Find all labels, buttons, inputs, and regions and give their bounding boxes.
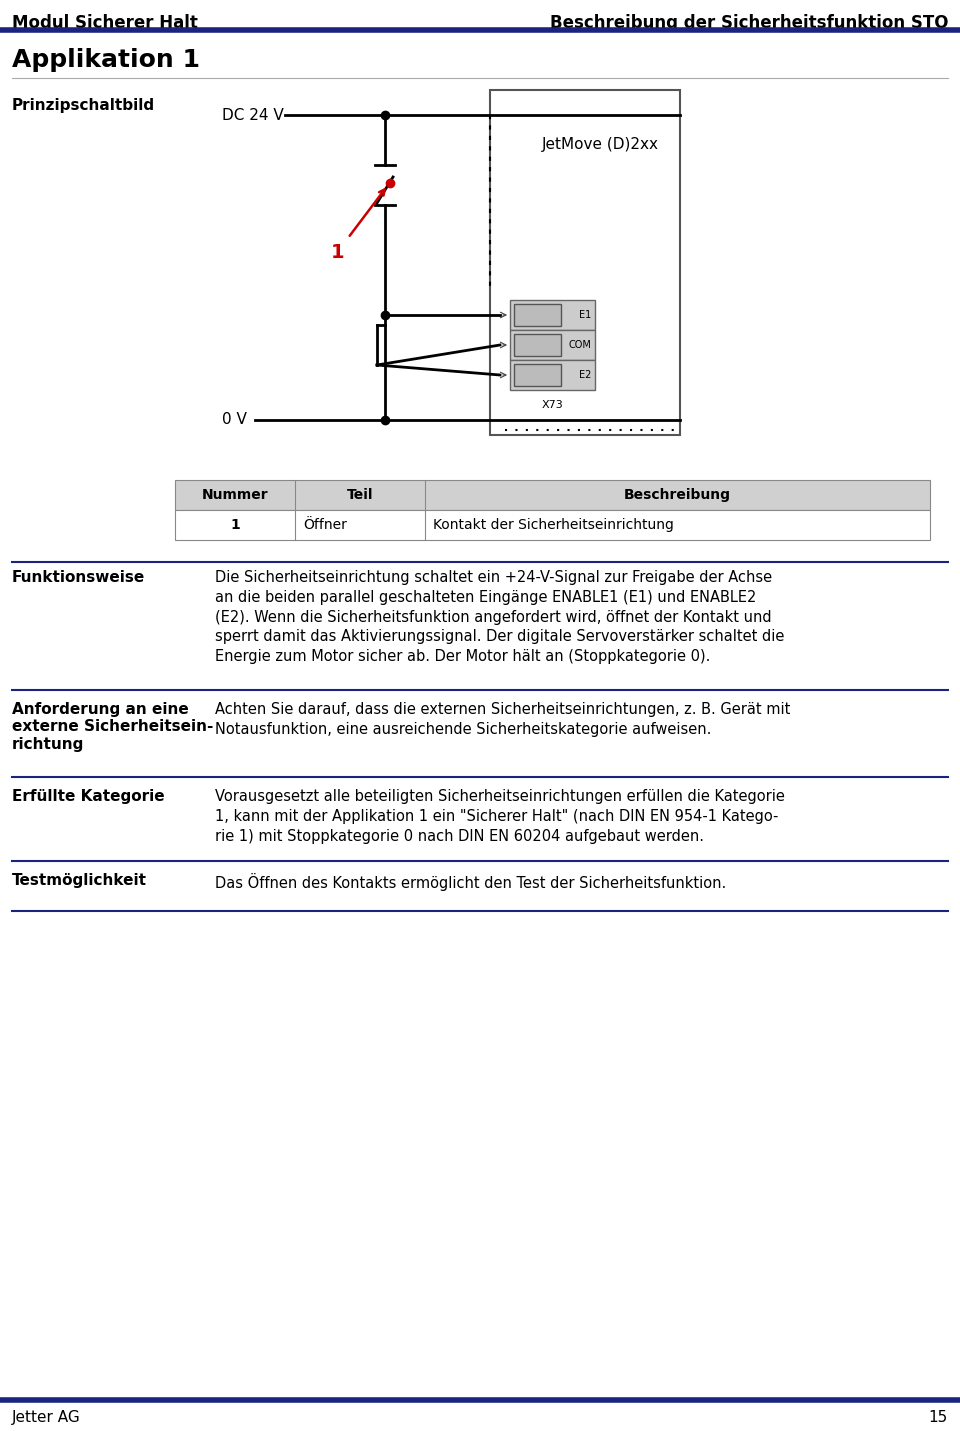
Text: JetMove (D)2xx: JetMove (D)2xx — [541, 137, 659, 153]
Bar — [514, 363, 561, 386]
Text: X73: X73 — [541, 401, 564, 411]
Text: Das Öffnen des Kontakts ermöglicht den Test der Sicherheitsfunktion.: Das Öffnen des Kontakts ermöglicht den T… — [215, 873, 727, 892]
Text: Beschreibung: Beschreibung — [624, 488, 731, 502]
Text: Jetter AG: Jetter AG — [12, 1410, 81, 1425]
Text: Vorausgesetzt alle beteiligten Sicherheitseinrichtungen erfüllen die Kategorie
1: Vorausgesetzt alle beteiligten Sicherhei… — [215, 788, 785, 844]
Text: Prinzipschaltbild: Prinzipschaltbild — [12, 97, 156, 113]
Text: Teil: Teil — [347, 488, 373, 502]
Text: Kontakt der Sicherheitseinrichtung: Kontakt der Sicherheitseinrichtung — [433, 518, 674, 532]
Text: Beschreibung der Sicherheitsfunktion STO: Beschreibung der Sicherheitsfunktion STO — [549, 14, 948, 31]
Text: Achten Sie darauf, dass die externen Sicherheitseinrichtungen, z. B. Gerät mit
N: Achten Sie darauf, dass die externen Sic… — [215, 703, 790, 737]
Bar — [175, 479, 930, 509]
Text: E1: E1 — [579, 311, 591, 321]
Text: Öffner: Öffner — [303, 518, 347, 532]
Text: E2: E2 — [579, 371, 591, 381]
Text: 1: 1 — [330, 243, 344, 262]
Text: 1: 1 — [230, 518, 240, 532]
Text: Funktionsweise: Funktionsweise — [12, 570, 145, 585]
Text: Nummer: Nummer — [202, 488, 268, 502]
Bar — [514, 333, 561, 356]
Bar — [510, 361, 595, 391]
Text: 0 V: 0 V — [222, 412, 247, 428]
Bar — [510, 331, 595, 361]
Text: Modul Sicherer Halt: Modul Sicherer Halt — [12, 14, 198, 31]
Bar — [510, 301, 595, 331]
Bar — [175, 509, 930, 539]
Text: DC 24 V: DC 24 V — [222, 107, 284, 123]
Text: Die Sicherheitseinrichtung schaltet ein +24-V-Signal zur Freigabe der Achse
an d: Die Sicherheitseinrichtung schaltet ein … — [215, 570, 784, 664]
Bar — [514, 303, 561, 326]
Text: Anforderung an eine
externe Sicherheitsein-
richtung: Anforderung an eine externe Sicherheitse… — [12, 703, 213, 751]
Text: COM: COM — [568, 341, 591, 351]
Text: Applikation 1: Applikation 1 — [12, 49, 200, 72]
Text: 15: 15 — [928, 1410, 948, 1425]
Bar — [490, 90, 680, 435]
Text: Erfüllte Kategorie: Erfüllte Kategorie — [12, 788, 164, 804]
Text: Testmöglichkeit: Testmöglichkeit — [12, 873, 147, 889]
